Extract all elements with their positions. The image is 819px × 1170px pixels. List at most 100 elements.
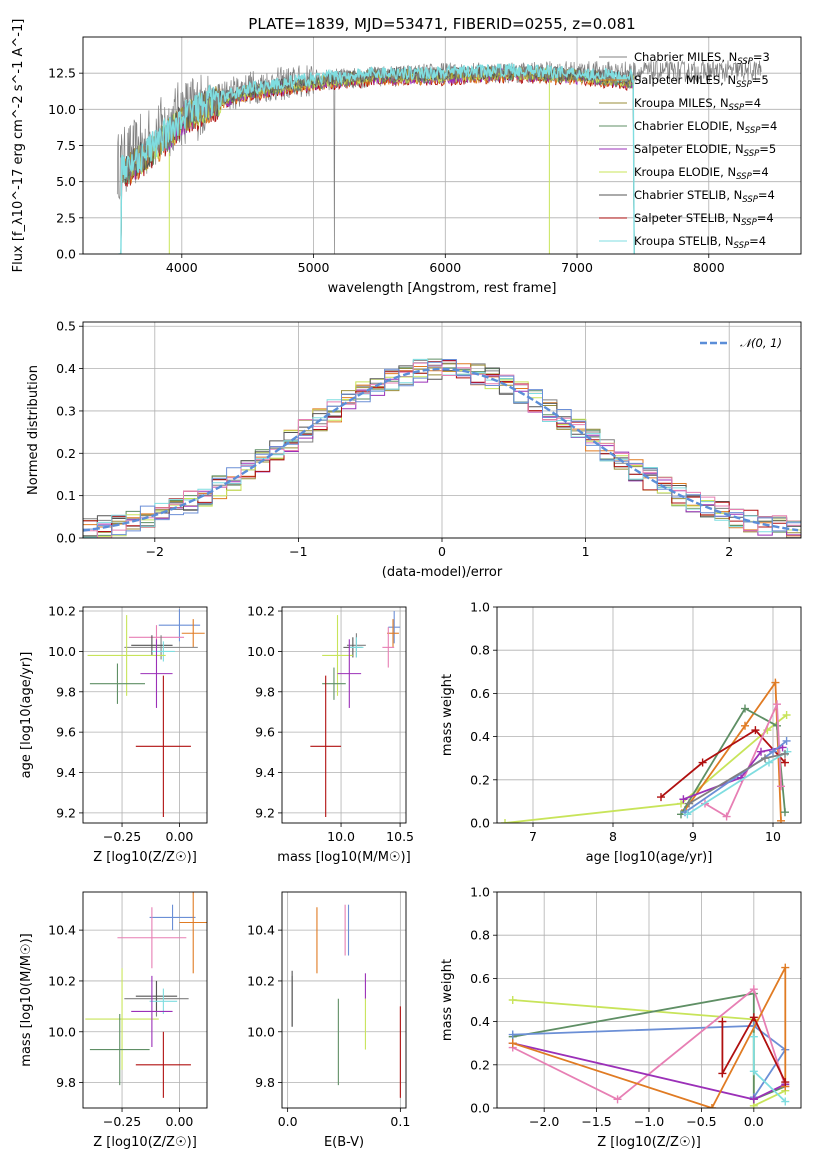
y-tick-label: 10.2 bbox=[247, 973, 275, 988]
y-tick-label: 0.6 bbox=[470, 971, 490, 986]
y-tick-label: 0.1 bbox=[56, 488, 76, 503]
legend-label: Kroupa STELIB, NSSP=4 bbox=[634, 234, 766, 251]
plus-marker bbox=[761, 754, 769, 763]
plus-marker bbox=[757, 747, 765, 756]
plus-marker bbox=[679, 795, 688, 804]
normal-curve bbox=[83, 367, 799, 532]
x-axis-label: wavelength [Angstrom, rest frame] bbox=[328, 281, 557, 296]
x-tick-label: 0 bbox=[438, 544, 446, 559]
plus-marker bbox=[683, 810, 692, 819]
legend-label: Kroupa MILES, NSSP=4 bbox=[634, 96, 761, 113]
y-tick-label: 0.0 bbox=[470, 1101, 490, 1116]
y-tick-label: 0.6 bbox=[470, 686, 490, 701]
x-tick-label: 8 bbox=[609, 829, 617, 844]
y-tick-label: 1.0 bbox=[470, 885, 490, 900]
plus-marker bbox=[781, 963, 790, 972]
plus-marker bbox=[722, 812, 731, 821]
spectrum-model-line bbox=[118, 63, 635, 254]
legend-label: 𝒩(0, 1) bbox=[740, 336, 782, 350]
axes: −0.25 0.00 9.2 9.4 9.6 9.8 10.0 10.2 bbox=[48, 604, 193, 844]
axes: 7 8 9 10 0.0 0.2 0.4 0.6 0.8 1.0 bbox=[470, 600, 781, 845]
y-tick-label: 10.2 bbox=[48, 973, 76, 988]
plus-marker bbox=[707, 1104, 716, 1108]
x-axis-label: Z [log10(Z/Z☉)] bbox=[597, 1135, 701, 1150]
x-tick-label: 0.1 bbox=[390, 1114, 410, 1129]
y-tick-label: 10.2 bbox=[48, 604, 76, 619]
plot-area bbox=[87, 609, 205, 817]
x-tick-label: −0.25 bbox=[103, 1114, 141, 1129]
plus-marker bbox=[749, 1032, 758, 1041]
data-point bbox=[131, 635, 173, 656]
x-tick-label: 7 bbox=[529, 829, 537, 844]
plus-marker bbox=[782, 736, 791, 745]
plus-marker bbox=[749, 1067, 758, 1076]
grid-lines bbox=[282, 607, 406, 823]
x-tick-label: −1.5 bbox=[581, 1114, 611, 1129]
plot-area bbox=[310, 611, 401, 817]
panel-mass_vs_Z: −0.25 0.00 9.8 10.0 10.2 10.4 Z [log10(Z/Z☉)] m… bbox=[19, 891, 208, 1150]
plus-marker bbox=[777, 782, 785, 791]
y-tick-label: 9.4 bbox=[56, 765, 76, 780]
y-tick-label: 10.0 bbox=[48, 102, 76, 117]
legend-label: Chabrier ELODIE, NSSP=4 bbox=[634, 119, 777, 136]
panel-residuals: −2 −1 0 1 2 0.0 0.1 0.2 0.3 0.4 0.5 (data-model)/er… bbox=[26, 319, 802, 580]
axes-frame bbox=[281, 891, 407, 1109]
data-point bbox=[179, 892, 207, 974]
y-axis-label: mass weight bbox=[440, 674, 455, 756]
plot-area bbox=[501, 678, 792, 823]
plus-marker bbox=[765, 758, 773, 767]
data-point bbox=[349, 637, 364, 658]
data-point bbox=[117, 907, 187, 969]
x-tick-label: 0.00 bbox=[166, 829, 194, 844]
plus-marker bbox=[501, 819, 509, 823]
y-tick-label: 9.2 bbox=[56, 805, 76, 820]
y-tick-label: 0.0 bbox=[470, 816, 490, 831]
y-tick-label: 9.8 bbox=[56, 1075, 76, 1090]
y-tick-label: 0.8 bbox=[470, 643, 490, 658]
axes-frame bbox=[281, 606, 407, 824]
axes-frame bbox=[496, 891, 802, 1109]
y-axis-label: mass [log10(M/M☉)] bbox=[19, 933, 34, 1066]
y-tick-label: 0.0 bbox=[56, 247, 76, 262]
legend-label: Salpeter MILES, NSSP=5 bbox=[634, 73, 769, 90]
x-tick-label: −1.0 bbox=[634, 1114, 664, 1129]
spectrum-model-line bbox=[118, 66, 635, 254]
axes: 4000 5000 6000 7000 8000 0.0 2.5 5.0 7.5 10.0 12.5 bbox=[48, 66, 725, 275]
plus-marker bbox=[718, 1017, 727, 1026]
data-point bbox=[387, 619, 399, 648]
y-tick-label: 10.4 bbox=[48, 923, 76, 938]
plus-marker bbox=[781, 749, 789, 758]
grid-lines bbox=[83, 607, 207, 823]
axes-frame bbox=[496, 606, 802, 824]
y-axis-label: Flux [f_λ10^-17 erg cm^-2 s^-1 A^-1] bbox=[11, 19, 26, 273]
x-tick-label: 0.0 bbox=[278, 1114, 298, 1129]
y-tick-label: 10.2 bbox=[247, 604, 275, 619]
y-tick-label: 5.0 bbox=[56, 174, 76, 189]
axes-frame bbox=[82, 321, 802, 539]
plus-marker bbox=[751, 726, 760, 735]
panel-age_vs_mass: 10.0 10.5 9.2 9.4 9.6 9.8 10.0 10.2 mass [log10(… bbox=[247, 604, 414, 865]
x-tick-label: 7000 bbox=[561, 260, 593, 275]
legend-label: Kroupa ELODIE, NSSP=4 bbox=[634, 165, 769, 182]
plus-marker bbox=[771, 678, 780, 687]
plus-marker bbox=[782, 711, 791, 719]
axes: 10.0 10.5 9.2 9.4 9.6 9.8 10.0 10.2 bbox=[247, 604, 414, 844]
plot-area bbox=[116, 59, 762, 254]
plus-marker bbox=[781, 1097, 790, 1106]
plot-area bbox=[291, 904, 401, 1098]
panel-mass_weight_vs_Z: −2.0 −1.5 −1.0 −0.5 0.0 0.0 0.2 0.4 0.6 0.8 1.0 Z [… bbox=[440, 885, 802, 1150]
y-axis-label: age [log10(age/yr)] bbox=[19, 652, 34, 779]
plus-marker bbox=[508, 996, 517, 1004]
legend-label: Salpeter STELIB, NSSP=4 bbox=[634, 211, 774, 228]
x-tick-label: 0.0 bbox=[744, 1114, 764, 1129]
x-tick-label: −2.0 bbox=[529, 1114, 559, 1129]
plus-marker bbox=[698, 758, 707, 767]
x-axis-label: age [log10(age/yr)] bbox=[586, 850, 713, 865]
y-tick-label: 9.6 bbox=[255, 725, 275, 740]
weight-line bbox=[512, 987, 787, 1101]
y-tick-label: 9.8 bbox=[255, 1075, 275, 1090]
legend-label: Salpeter ELODIE, NSSP=5 bbox=[634, 142, 776, 159]
weight-line bbox=[504, 714, 788, 823]
legend-label: Chabrier STELIB, NSSP=4 bbox=[634, 188, 775, 205]
